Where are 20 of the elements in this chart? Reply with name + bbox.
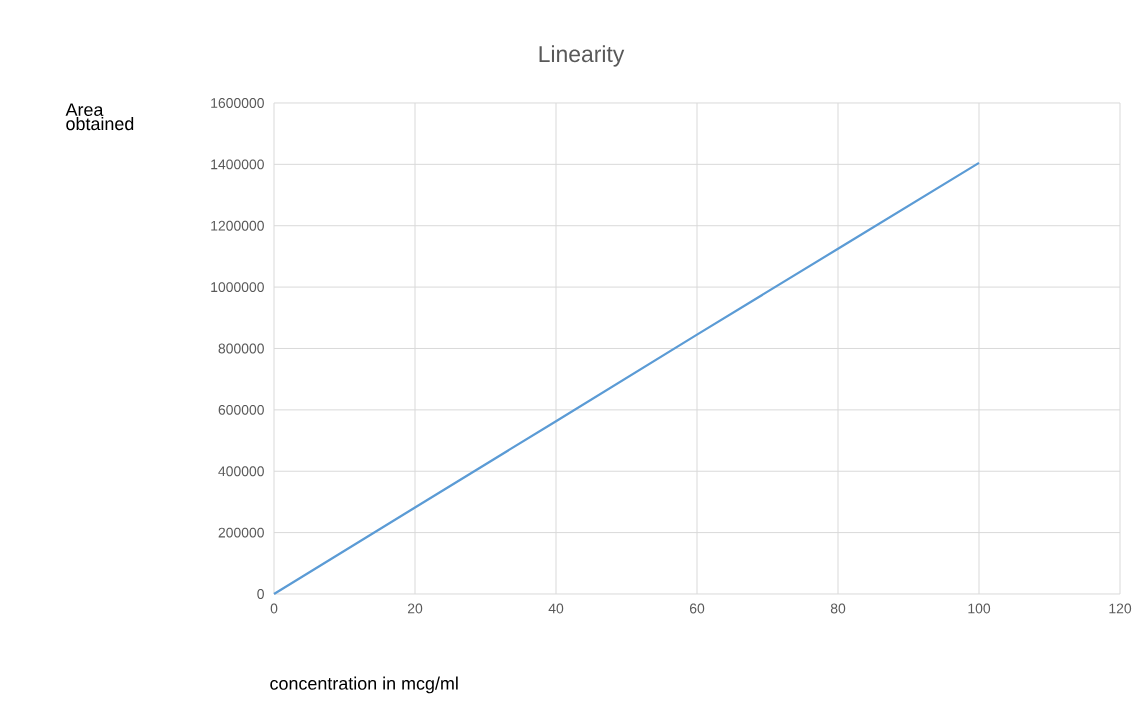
- y-tick-label: 1600000: [211, 98, 264, 108]
- y-tick-label: 200000: [218, 527, 264, 538]
- y-tick-label: 0: [257, 589, 264, 599]
- x-tick-label: 60: [689, 603, 705, 614]
- y-tick-label: 600000: [218, 404, 264, 415]
- y-tick-label: 800000: [218, 343, 264, 354]
- y-tick-label: 1200000: [211, 220, 264, 231]
- x-tick-label: 20: [407, 603, 423, 614]
- y-axis-title: Area obtained: [65, 103, 134, 131]
- x-tick-label: 120: [1109, 603, 1132, 614]
- x-axis-title: concentration in mcg/ml: [270, 676, 458, 694]
- x-tick-label: 0: [270, 603, 278, 614]
- x-tick-label: 40: [548, 603, 564, 614]
- line-series: [272, 161, 981, 596]
- y-tick-label: 1400000: [211, 159, 264, 170]
- y-tick-label: 400000: [218, 466, 264, 477]
- x-tick-label: 80: [830, 603, 846, 614]
- y-tick-label: 1000000: [211, 282, 264, 293]
- x-tick-label: 100: [968, 603, 991, 614]
- chart-title: Linearity: [539, 45, 625, 67]
